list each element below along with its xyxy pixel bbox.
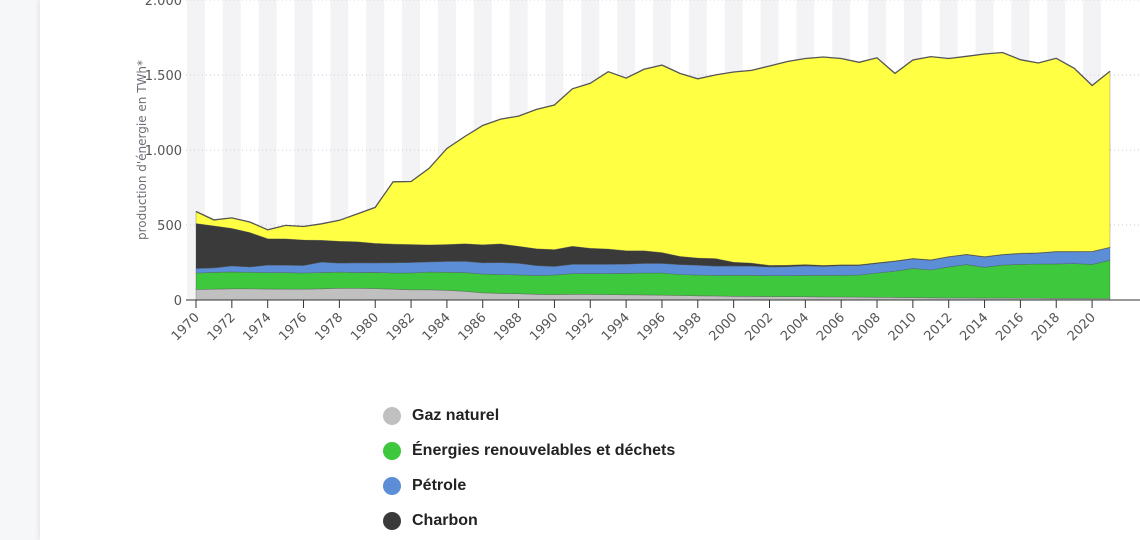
x-tick-label: 1970: [169, 310, 203, 344]
x-tick-label: 2008: [850, 310, 884, 344]
y-tick-label: 2.000: [145, 0, 182, 9]
x-tick-label: 1998: [671, 310, 705, 344]
legend-swatch-charbon: [383, 511, 401, 530]
x-tick-label: 2010: [886, 310, 920, 344]
legend-item-gaz-naturel[interactable]: Gaz naturel: [383, 398, 675, 433]
y-tick-label: 500: [157, 219, 182, 234]
x-tick-label: 1988: [491, 310, 525, 344]
x-tick-label: 1980: [348, 310, 382, 344]
x-tick-label: 1982: [384, 310, 418, 344]
grid-band: [258, 0, 277, 300]
legend-swatch-gaz-naturel: [383, 406, 401, 425]
x-tick-label: 2006: [814, 310, 848, 344]
legend-item-petrole[interactable]: Pétrole: [383, 468, 675, 503]
stacked-area-chart: 0 500 1.000 1.500 2.000 production d'énergie …: [135, 0, 1140, 344]
x-tick-label: 1986: [456, 310, 490, 344]
top-outline: [195, 51, 1111, 231]
x-tick-label: 1976: [276, 310, 310, 344]
x-tick-label: 1978: [312, 310, 346, 344]
x-tick-label: 2004: [778, 310, 812, 344]
legend-item-renouvelables[interactable]: Énergies renouvelables et déchets: [383, 433, 675, 468]
x-tick-label: 1984: [420, 310, 454, 344]
x-tick-label: 1996: [635, 310, 669, 344]
x-tick-label: 2016: [993, 310, 1027, 344]
y-tick-label: 0: [174, 294, 182, 309]
x-tick-label: 2012: [922, 310, 956, 344]
legend-label: Énergies renouvelables et déchets: [412, 441, 676, 459]
legend-label: Charbon: [412, 511, 478, 529]
legend-label: Pétrole: [412, 476, 467, 494]
x-tick-label: 2014: [957, 310, 991, 344]
y-tick-label: 1.000: [145, 144, 182, 159]
x-tick-label: 1974: [241, 310, 275, 344]
legend-label: Gaz naturel: [412, 406, 500, 424]
x-tick-label: 1972: [205, 310, 239, 344]
x-tick-label: 2000: [706, 310, 740, 344]
legend-swatch-renouvelables: [383, 441, 401, 460]
legend: Gaz naturel Énergies renouvelables et dé…: [383, 398, 675, 538]
y-tick-label: 1.500: [145, 69, 182, 84]
y-axis-title: production d'énergie en TWh*: [135, 60, 149, 240]
legend-swatch-petrole: [383, 476, 401, 495]
chart-card: 0 500 1.000 1.500 2.000 production d'énergie …: [40, 0, 1140, 540]
x-tick-label: 2018: [1029, 310, 1063, 344]
x-tick-label: 2002: [742, 310, 776, 344]
x-tick-label: 1994: [599, 310, 633, 344]
x-tick-label: 1990: [527, 310, 561, 344]
grid-band: [294, 0, 313, 300]
legend-item-charbon[interactable]: Charbon: [383, 503, 675, 538]
x-tick-label: 2020: [1065, 310, 1099, 344]
x-tick-label: 1992: [563, 310, 597, 344]
